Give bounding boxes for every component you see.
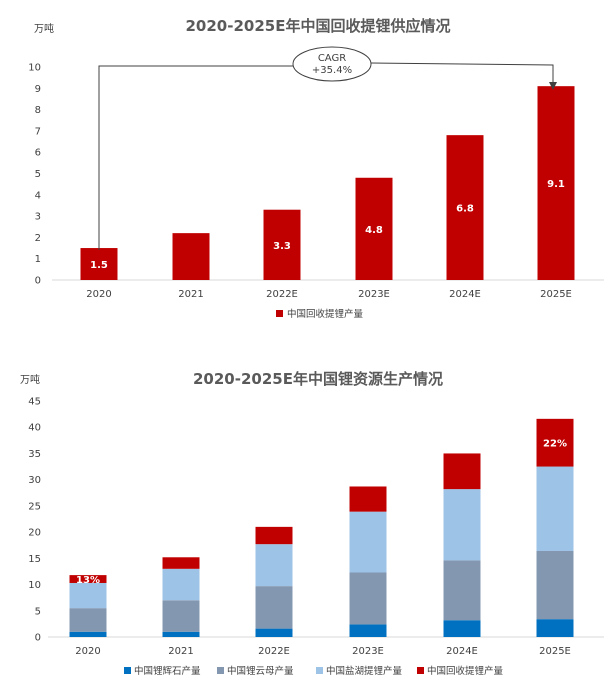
share-label: 22% [543,439,567,450]
stacked-bar-segment [349,572,387,625]
stacked-bar-segment [349,511,387,573]
y-tick-label: 0 [35,633,41,644]
y-tick-label: 20 [28,528,41,539]
y-tick-label: 35 [28,449,41,460]
data-label: 4.8 [365,225,383,236]
cagr-bubble [292,46,372,82]
stacked-bar-segment [255,628,293,637]
bar [355,177,393,280]
stacked-bar-segment [443,620,481,637]
stacked-bar-segment [349,624,387,637]
stacked-bar-segment [443,560,481,621]
y-tick-label: 8 [35,105,41,116]
stacked-bar-segment [255,586,293,629]
data-label: 1.5 [90,260,108,271]
stacked-bar-segment [349,486,387,512]
y-tick-label: 0 [35,276,41,287]
cagr-value: +35.4% [312,65,352,76]
x-tick-label: 2020 [86,289,111,300]
stacked-bar-segment [536,418,574,467]
y-tick-label: 30 [28,475,41,486]
x-tick-label: 2020 [75,646,100,657]
stacked-bar-segment [69,582,107,609]
x-tick-label: 2021 [168,646,193,657]
y-tick-label: 10 [28,580,41,591]
chart-1-title: 2020-2025E年中国回收提锂供应情况 [186,17,451,35]
stacked-bar-segment [162,557,200,569]
stacked-bar-segment [255,544,293,587]
y-tick-label: 15 [28,554,41,565]
stacked-bar-segment [69,631,107,637]
y-tick-label: 9 [35,84,41,95]
y-tick-label: 40 [28,423,41,434]
cagr-connector-line [98,62,553,250]
data-label: 3.3 [273,241,291,252]
bar [172,233,210,280]
bar [537,86,575,280]
legend-label: 中国盐湖提锂产量 [326,665,403,677]
y-tick-label: 10 [28,63,41,74]
y-tick-label: 5 [35,606,41,617]
chart-1-legend-label: 中国回收提锂产量 [287,308,364,320]
stacked-bar-segment [536,550,574,620]
legend-label: 中国回收提锂产量 [427,665,504,677]
x-tick-label: 2024E [449,289,481,300]
y-tick-label: 3 [35,212,41,223]
stacked-bar-segment [69,608,107,632]
chart-2-title: 2020-2025E年中国锂资源生产情况 [193,370,443,388]
stacked-bar-segment [162,631,200,637]
stacked-bar-segment [162,600,200,632]
y-tick-label: 7 [35,126,41,137]
data-label: 6.8 [456,204,474,215]
legend-swatch [417,667,424,674]
y-tick-label: 4 [35,190,41,201]
x-tick-label: 2025E [539,646,571,657]
legend-label: 中国锂辉石产量 [134,665,201,677]
bar [80,248,118,280]
x-tick-label: 2022E [266,289,298,300]
legend-label: 中国锂云母产量 [227,665,294,677]
y-tick-label: 1 [35,254,41,265]
chart-1-legend: 中国回收提锂产量 [276,308,364,320]
data-label: 9.1 [547,179,565,190]
stacked-bar-segment [536,619,574,637]
x-tick-label: 2023E [352,646,384,657]
x-tick-label: 2022E [258,646,290,657]
y-tick-label: 6 [35,148,41,159]
y-tick-label: 5 [35,169,41,180]
y-tick-label: 2 [35,233,41,244]
legend-swatch [217,667,224,674]
chart-1-legend-swatch [276,310,283,317]
cagr-annotation: CAGR +35.4% [98,46,553,250]
stacked-bar-segment [443,453,481,490]
x-tick-label: 2024E [446,646,478,657]
bar [446,135,484,280]
stacked-bar-segment [162,568,200,601]
stacked-bar-segment [255,526,293,545]
legend-swatch [124,667,131,674]
y-tick-label: 45 [28,397,41,408]
y-tick-label: 25 [28,501,41,512]
x-tick-label: 2025E [540,289,572,300]
cagr-label: CAGR [318,53,346,64]
x-tick-label: 2023E [358,289,390,300]
stacked-bar-segment [443,489,481,561]
chart-2: 2020-2025E年中国锂资源生产情况 万吨 0 5 10 15 20 25 30 35 40… [20,370,604,677]
legend-swatch [316,667,323,674]
bar [263,209,301,280]
chart-1-unit-label: 万吨 [34,22,54,35]
x-tick-label: 2021 [178,289,203,300]
share-label: 13% [76,575,100,586]
stacked-bar-segment [69,575,107,583]
stacked-bar-segment [536,466,574,551]
chart-2-legend: 中国锂辉石产量 中国锂云母产量 中国盐湖提锂产量 中国回收提锂产量 [124,665,504,677]
chart-1: 2020-2025E年中国回收提锂供应情况 万吨 0 1 2 3 4 5 6 7 8 9 10 20… [28,17,604,320]
chart-2-unit-label: 万吨 [20,373,40,386]
